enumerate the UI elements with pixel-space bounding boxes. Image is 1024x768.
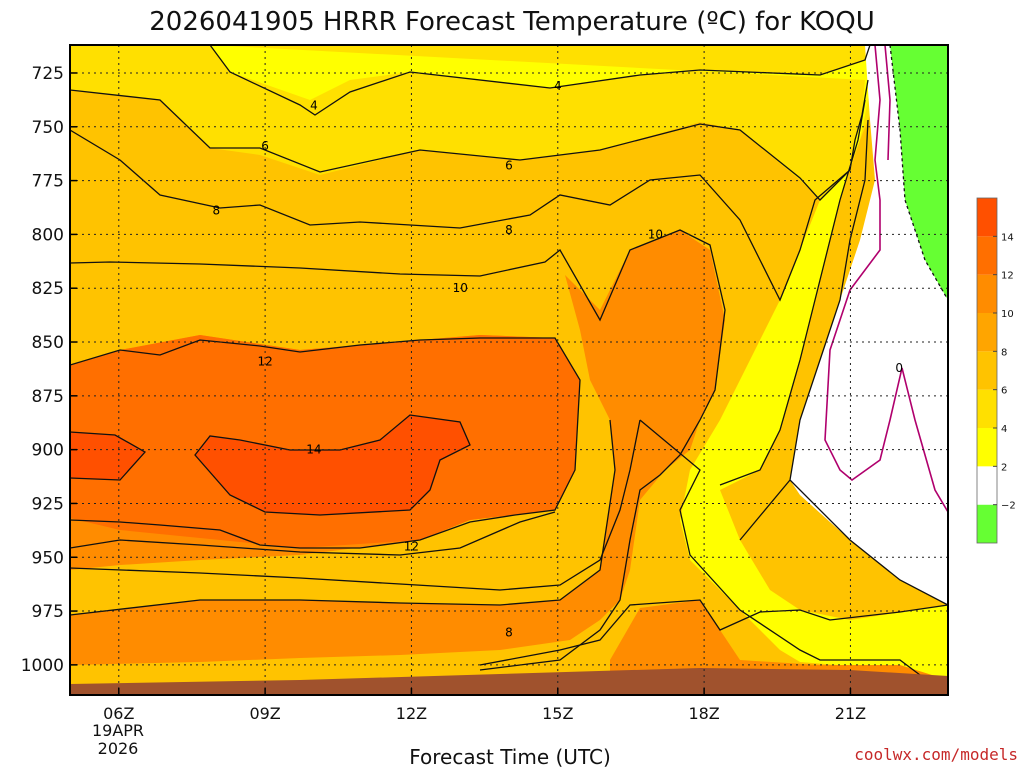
contour-12-lower — [70, 511, 556, 556]
y-tick-label: 800 — [32, 225, 64, 245]
colorbar-tick-label: 12 — [1001, 271, 1014, 282]
colorbar-band — [977, 428, 997, 467]
chart-title: 2026041905 HRRR Forecast Temperature (ºC… — [149, 7, 875, 37]
y-tick-label: 925 — [32, 494, 64, 514]
temperature-bands — [70, 45, 948, 695]
x-tick-label: 21Z — [835, 704, 866, 723]
credit-link[interactable]: coolwx.com/models — [854, 745, 1018, 764]
y-tick-label: 900 — [32, 441, 64, 461]
contour-0-right — [884, 45, 891, 161]
y-tick-label: 725 — [32, 64, 64, 84]
colorbar-band — [977, 313, 997, 352]
contour-6 — [70, 79, 869, 201]
contour-12 — [70, 337, 581, 549]
contour-label: 8 — [213, 204, 221, 218]
colorbar-band — [977, 236, 997, 275]
band-minus4-minus2 — [890, 45, 948, 300]
colorbar-band — [977, 466, 997, 505]
y-tick-label: 875 — [32, 387, 64, 407]
contour-label: 10 — [648, 227, 663, 241]
date-label-month: 19APR — [92, 721, 144, 740]
y-tick-label: 1000 — [21, 656, 64, 676]
colorbar-tick-label: 10 — [1001, 309, 1014, 320]
contour-4-right — [719, 99, 866, 486]
x-axis-label: Forecast Time (UTC) — [409, 745, 611, 768]
contour-label: 4 — [310, 98, 318, 112]
contour-8 — [70, 129, 851, 302]
contour-2-right — [739, 119, 948, 606]
colorbar-band — [977, 351, 997, 390]
grid — [70, 45, 948, 695]
colorbar-band — [977, 274, 997, 313]
colorbar-tick-label: 2 — [1001, 462, 1007, 473]
contour-label: 10 — [453, 281, 468, 295]
contour-0-left — [824, 45, 948, 513]
x-axis: 06Z 09Z 12Z 15Z 18Z 21Z — [103, 688, 866, 723]
contour-10-lower — [70, 419, 641, 591]
contour-lines — [70, 45, 948, 676]
contour-minus2 — [889, 45, 948, 301]
colorbar-tick-label: 8 — [1001, 347, 1007, 358]
terrain — [70, 668, 948, 695]
contour-label: 14 — [306, 443, 321, 457]
y-tick-label: 825 — [32, 279, 64, 299]
x-tick-label: 15Z — [542, 704, 573, 723]
band-12-14 — [70, 335, 580, 548]
colorbar-band — [977, 504, 997, 543]
contour-label: 8 — [505, 626, 513, 640]
y-tick-label: 850 — [32, 333, 64, 353]
x-tick-label: 18Z — [688, 704, 719, 723]
contour-label: 12 — [257, 354, 272, 368]
colorbar-frame — [976, 197, 998, 544]
band-2-4 — [210, 45, 948, 680]
x-tick-label: 12Z — [396, 704, 427, 723]
contour-14a — [70, 431, 147, 481]
plot-frame — [69, 44, 949, 696]
y-tick-label: 950 — [32, 548, 64, 568]
colorbar-tick-label: 4 — [1001, 424, 1007, 435]
contour-label: 6 — [505, 159, 513, 173]
x-tick-label: 06Z — [103, 704, 134, 723]
date-label-year: 2026 — [98, 739, 139, 758]
colorbar: 14 12 10 8 6 4 2 −2 — [976, 197, 1016, 544]
x-tick-label: 09Z — [249, 704, 280, 723]
y-tick-label: 775 — [32, 172, 64, 192]
contour-label: 0 — [895, 361, 903, 375]
contour-labels: 4 4 6 6 8 8 10 10 12 12 14 8 0 — [213, 79, 904, 640]
y-tick-label: 750 — [32, 118, 64, 138]
contour-14b — [194, 414, 471, 516]
colorbar-band — [977, 389, 997, 428]
colorbar-tick-label: 14 — [1001, 232, 1014, 243]
band-14-16 — [70, 415, 470, 515]
contour-label: 6 — [261, 139, 269, 153]
contour-6-lower — [639, 419, 921, 676]
contour-label: 8 — [505, 223, 513, 237]
y-tick-label: 975 — [32, 602, 64, 622]
contour-10 — [70, 229, 726, 671]
y-axis: 725 750 775 800 825 850 875 900 925 950 975 1000 — [21, 64, 77, 676]
colorbar-tick-label: 6 — [1001, 386, 1007, 397]
colorbar-tick-label: −2 — [1001, 501, 1016, 512]
colorbar-band — [977, 198, 997, 237]
contour-label: 4 — [554, 79, 562, 93]
contour-label: 12 — [404, 539, 419, 553]
